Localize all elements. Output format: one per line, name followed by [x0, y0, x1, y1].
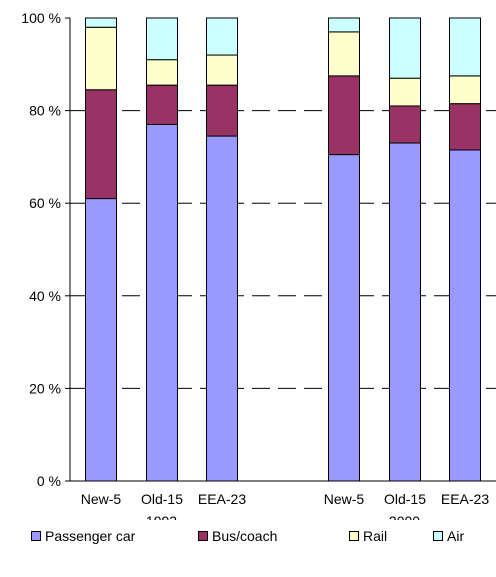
x-group-label: 2000	[389, 513, 420, 520]
legend-item: Air	[433, 528, 464, 544]
legend-item: Bus/coach	[198, 528, 277, 544]
bar-segment	[389, 77, 421, 107]
y-tick-label: 40 %	[29, 288, 61, 304]
x-group-label: 1993	[146, 513, 177, 520]
bar-segment	[85, 17, 117, 28]
legend-swatch	[198, 531, 208, 541]
bar-segment	[146, 59, 178, 86]
y-tick-label: 20 %	[29, 380, 61, 396]
bar-segment	[206, 54, 238, 86]
legend: Passenger car Bus/coach Rail Air	[0, 528, 496, 554]
bar-segment	[206, 135, 238, 482]
x-tick-label: Old-15	[384, 491, 426, 507]
bar-segment	[389, 105, 421, 144]
bar-segment	[328, 31, 360, 77]
bar-segment	[389, 142, 421, 482]
bar-segment	[449, 103, 481, 151]
x-tick-label: New-5	[324, 491, 365, 507]
y-tick-label: 100 %	[21, 10, 61, 26]
bar-segment	[146, 123, 178, 482]
legend-item: Rail	[349, 528, 387, 544]
x-tick-label: EEA-23	[441, 491, 489, 507]
bar-segment	[85, 26, 117, 91]
legend-label: Passenger car	[45, 528, 136, 544]
bar-segment	[328, 154, 360, 482]
y-tick-label: 60 %	[29, 195, 61, 211]
bar-segment	[206, 84, 238, 137]
legend-label: Air	[447, 528, 465, 544]
legend-label: Bus/coach	[212, 528, 278, 544]
bar-segment	[328, 75, 360, 156]
y-tick-label: 80 %	[29, 103, 61, 119]
bar-segment	[206, 17, 238, 56]
chart: 0 % 20 % 40 % 60 % 80 % 100 % New-5 Old-15 EEA-2…	[21, 10, 496, 520]
bar-segment	[328, 17, 360, 33]
bar-segment	[449, 75, 481, 105]
x-tick-label: New-5	[81, 491, 122, 507]
y-tick-label: 0 %	[37, 473, 61, 489]
bar-segment	[85, 198, 117, 482]
bar-segment	[146, 84, 178, 125]
x-tick-label: Old-15	[141, 491, 183, 507]
legend-label: Rail	[363, 528, 388, 544]
legend-swatch	[349, 531, 359, 541]
x-tick-label: EEA-23	[198, 491, 246, 507]
bar-segment	[449, 17, 481, 77]
bar-segment	[85, 89, 117, 200]
legend-swatch	[31, 531, 41, 541]
legend-item: Passenger car	[31, 528, 135, 544]
legend-swatch	[433, 531, 443, 541]
bar-segment	[146, 17, 178, 61]
bar-segment	[389, 17, 421, 79]
bar-segment	[449, 149, 481, 482]
